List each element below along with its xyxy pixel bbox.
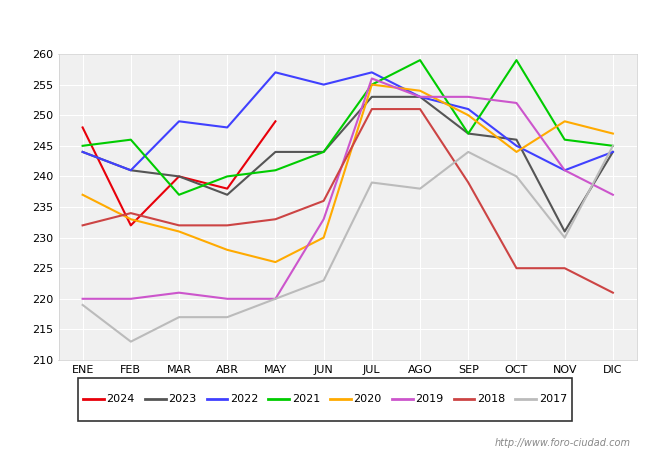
Text: 2020: 2020 <box>354 394 382 405</box>
Text: 2023: 2023 <box>168 394 196 405</box>
Text: http://www.foro-ciudad.com: http://www.foro-ciudad.com <box>495 438 630 448</box>
Text: 2017: 2017 <box>539 394 567 405</box>
Text: 2018: 2018 <box>477 394 505 405</box>
Text: 2024: 2024 <box>107 394 135 405</box>
Text: 2021: 2021 <box>292 394 320 405</box>
Text: 2022: 2022 <box>230 394 258 405</box>
Text: 2019: 2019 <box>415 394 443 405</box>
Text: Afiliados en Boborás a 31/5/2024: Afiliados en Boborás a 31/5/2024 <box>181 16 469 34</box>
